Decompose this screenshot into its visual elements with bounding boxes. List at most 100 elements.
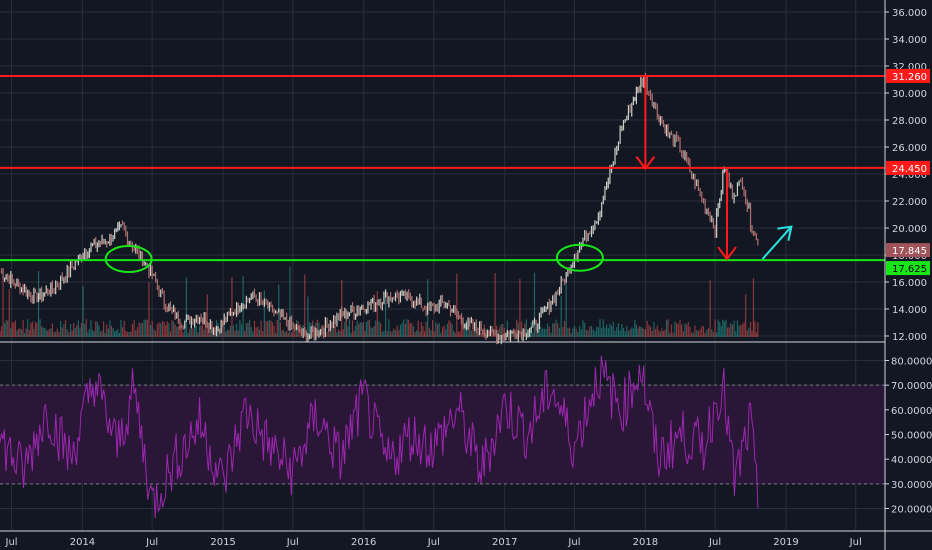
volume-bar [368,319,371,337]
volume-bar [375,320,377,337]
volume-bar [641,327,643,337]
price-tick-label: 36.000 [892,8,927,19]
down-arrow-head[interactable] [717,246,737,261]
price-tick-label: 20.000 [892,224,927,235]
volume-bar [2,279,4,337]
volume-bar [61,327,63,337]
volume-bar [670,324,673,337]
volume-bar [77,320,79,337]
volume-bar [362,322,364,337]
volume-bar [635,324,637,337]
volume-bar [707,328,710,337]
volume-bar [451,324,453,337]
volume-bar [472,329,474,337]
volume-bar [64,320,67,337]
price-tick-label: 32.000 [892,62,927,73]
up-arrow-head[interactable] [777,225,793,241]
volume-bar [208,329,210,337]
volume-bar [517,322,519,337]
volume-bar [45,329,47,337]
volume-bar [403,319,405,337]
volume-bar [480,332,482,337]
volume-bar [33,328,35,337]
down-arrow-head[interactable] [635,156,656,171]
volume-bar [376,291,378,337]
volume-bar [333,326,335,337]
volume-bar [745,294,747,337]
highlight-circle[interactable] [104,245,153,274]
up-arrow[interactable] [761,225,793,260]
volume-bar [143,319,145,337]
volume-bar [358,324,360,337]
volume-bar [334,324,336,337]
volume-bar [180,322,183,337]
volume-bar [133,320,135,337]
volume-bar [441,327,444,337]
volume-bar [497,330,499,337]
volume-bar [373,325,375,337]
volume-bar [446,324,448,337]
volume-bar [432,320,434,337]
volume-bar [717,319,719,337]
volume-bar [146,319,148,337]
volume-bar [11,322,13,337]
volume-bar [404,323,406,337]
volume-bar [568,327,571,337]
volume-bar [326,331,328,337]
volume-bar [273,325,275,337]
volume-bar [163,321,165,337]
price-label-text: 31.260 [892,72,927,83]
volume-bar [555,319,557,337]
volume-bar [381,332,383,337]
volume-bar [103,321,105,337]
volume-bar [226,329,228,337]
volume-bar [141,322,144,337]
drawing-annotations[interactable] [0,74,885,274]
volume-bar [7,320,9,337]
price-label-box [886,261,930,276]
volume-bar [262,331,264,337]
price-label-box [886,243,930,258]
volume-bar [370,327,372,337]
volume-bar [674,321,676,337]
volume-bar [396,325,398,337]
price-series [0,72,759,345]
volume-bar [755,332,757,337]
volume-bar [516,319,518,337]
volume-bar [560,295,562,337]
volume-bar [626,325,628,337]
volume-bar [743,322,745,337]
volume-bar [135,330,137,337]
price-tick-label: 26.000 [892,143,927,154]
volume-bar [380,323,382,337]
volume-bar [60,321,62,337]
volume-bar [250,326,252,337]
volume-bar [69,324,72,337]
volume-bar [614,330,616,337]
volume-bar [76,324,78,337]
volume-bar [433,331,435,337]
volume-bar [292,330,294,337]
volume-bar [696,330,698,337]
volume-bar [252,331,254,337]
volume-bar [344,321,346,337]
volume-bar [634,319,636,337]
volume-bar [364,331,366,337]
volume-bar [202,325,204,337]
volume-bar [0,331,1,337]
time-tick-label: Jul [5,537,18,548]
highlight-circle[interactable] [555,243,604,272]
volume-bar [701,325,703,337]
volume-bar [205,329,207,337]
volume-bar [123,320,125,337]
volume-bar [336,332,338,337]
volume-bar [730,323,732,337]
volume-bar [617,323,620,337]
volume-bar [723,321,725,337]
volume-bar [82,286,84,337]
volume-bar [179,326,181,337]
volume-bar [585,329,588,337]
volume-bar [120,319,122,337]
volume-bar [66,329,68,337]
